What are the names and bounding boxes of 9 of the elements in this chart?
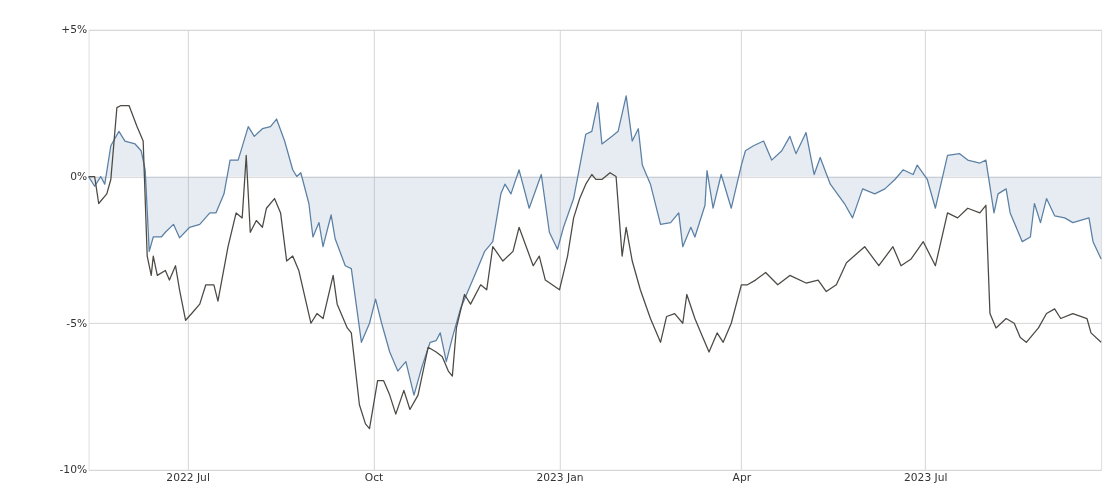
y-tick-label: -5%: [66, 316, 88, 330]
x-tick-label: Apr: [732, 471, 752, 485]
x-tick-label: 2023 Jan: [536, 471, 584, 485]
y-tick-label: +5%: [61, 23, 88, 37]
y-tick-label: -10%: [59, 463, 88, 477]
x-tick-label: 2022 Jul: [166, 471, 210, 485]
x-tick-label: 2023 Jul: [904, 471, 948, 485]
x-tick-label: Oct: [364, 471, 384, 485]
y-tick-label: 0%: [70, 169, 88, 183]
